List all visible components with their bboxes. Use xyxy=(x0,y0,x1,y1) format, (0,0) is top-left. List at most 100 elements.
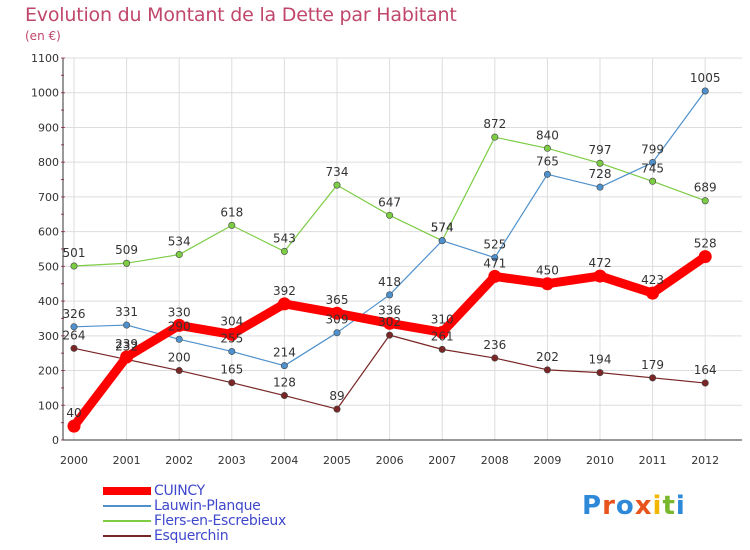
logo-letter: o xyxy=(615,491,635,521)
y-tick-label: 500 xyxy=(38,260,59,273)
data-label: 214 xyxy=(273,346,296,360)
data-label: 418 xyxy=(378,275,401,289)
data-point xyxy=(646,286,660,300)
data-label: 423 xyxy=(641,273,664,287)
data-point xyxy=(649,159,657,167)
data-point xyxy=(333,181,341,189)
data-label: 264 xyxy=(63,328,86,342)
legend-swatch-esquerchin xyxy=(103,535,151,537)
x-tick-label-2003: 2003 xyxy=(218,454,246,467)
data-point xyxy=(540,277,554,291)
data-label: 255 xyxy=(220,331,243,345)
data-label: 365 xyxy=(326,293,349,307)
data-label: 202 xyxy=(536,350,559,364)
data-label: 728 xyxy=(589,167,612,181)
data-label: 689 xyxy=(694,181,717,195)
data-label: 840 xyxy=(536,128,559,142)
data-label: 534 xyxy=(168,235,191,249)
legend-swatch-flers-en-escrebieux xyxy=(103,520,151,522)
logo-letter: i xyxy=(652,491,663,521)
data-point xyxy=(701,87,709,95)
data-label: 165 xyxy=(220,363,243,377)
data-label: 232 xyxy=(115,339,138,353)
data-label: 872 xyxy=(483,117,506,131)
data-label: 528 xyxy=(694,237,717,251)
data-label: 236 xyxy=(483,338,506,352)
chart-title: Evolution du Montant de la Dette par Hab… xyxy=(25,4,457,26)
logo-letter: r xyxy=(602,491,616,521)
logo-letter: P xyxy=(582,491,603,521)
data-label: 302 xyxy=(378,315,401,329)
data-point xyxy=(225,327,239,341)
y-tick-label: 1000 xyxy=(31,87,59,100)
legend-label-flers-en-escrebieux: Flers-en-Escrebieux xyxy=(154,513,286,529)
y-tick-label: 800 xyxy=(38,156,59,169)
data-label: 472 xyxy=(589,256,612,270)
data-point xyxy=(649,177,657,185)
y-tick-label: 400 xyxy=(38,295,59,308)
data-label: 501 xyxy=(63,246,86,260)
legend-swatch-cuincy xyxy=(103,487,151,495)
data-label: 200 xyxy=(168,351,191,365)
data-point xyxy=(280,392,288,400)
data-label: 261 xyxy=(431,329,454,343)
data-label: 799 xyxy=(641,143,664,157)
data-label: 331 xyxy=(115,305,138,319)
logo-letter: i xyxy=(675,491,686,521)
data-point xyxy=(596,159,604,167)
data-point xyxy=(701,379,709,387)
data-point xyxy=(386,291,394,299)
data-label: 304 xyxy=(220,314,243,328)
data-label: 164 xyxy=(694,363,717,377)
data-point xyxy=(333,329,341,337)
data-point xyxy=(175,367,183,375)
data-point xyxy=(386,331,394,339)
data-label: 310 xyxy=(431,312,454,326)
x-tick-label-2011: 2011 xyxy=(639,454,667,467)
data-point xyxy=(488,269,502,283)
y-tick-label: 900 xyxy=(38,121,59,134)
data-point xyxy=(649,374,657,382)
x-tick-label-2001: 2001 xyxy=(113,454,141,467)
legend-label-esquerchin: Esquerchin xyxy=(154,528,229,544)
data-point xyxy=(70,344,78,352)
x-tick-label-2012: 2012 xyxy=(691,454,719,467)
data-label: 543 xyxy=(273,231,296,245)
data-point xyxy=(698,250,712,264)
legend-label-lauwin-planque: Lauwin-Planque xyxy=(154,498,261,514)
data-point xyxy=(435,325,449,339)
data-label: 392 xyxy=(273,284,296,298)
data-point xyxy=(70,323,78,331)
data-label: 797 xyxy=(589,143,612,157)
x-tick-label-2009: 2009 xyxy=(533,454,561,467)
data-label: 128 xyxy=(273,376,296,390)
x-tick-label-2007: 2007 xyxy=(428,454,456,467)
data-label: 525 xyxy=(483,238,506,252)
chart-unit: (en €) xyxy=(25,29,61,43)
data-point xyxy=(330,306,344,320)
data-point xyxy=(491,133,499,141)
data-point xyxy=(228,347,236,355)
data-point xyxy=(596,183,604,191)
data-point xyxy=(175,251,183,259)
data-point xyxy=(386,211,394,219)
data-point xyxy=(172,318,186,332)
data-point xyxy=(491,354,499,362)
proxiti-logo: Proxiti xyxy=(582,491,686,521)
data-point xyxy=(120,350,134,364)
data-label: 290 xyxy=(168,319,191,333)
data-point xyxy=(593,269,607,283)
y-tick-label: 300 xyxy=(38,330,59,343)
data-label: 618 xyxy=(220,205,243,219)
data-point xyxy=(280,247,288,255)
data-label: 574 xyxy=(431,221,454,235)
data-point xyxy=(70,262,78,270)
data-label: 336 xyxy=(378,303,401,317)
data-point xyxy=(67,419,81,433)
x-tick-label-2005: 2005 xyxy=(323,454,351,467)
x-tick-label-2010: 2010 xyxy=(586,454,614,467)
y-tick-label: 100 xyxy=(38,399,59,412)
data-point xyxy=(543,144,551,152)
data-label: 509 xyxy=(115,243,138,257)
